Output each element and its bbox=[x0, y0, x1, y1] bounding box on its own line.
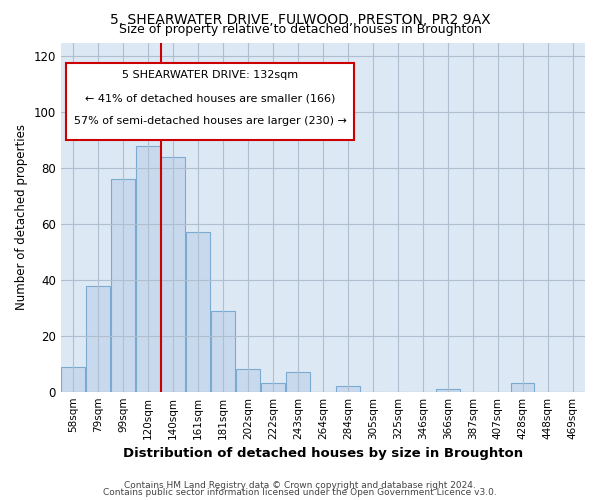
Bar bbox=[161, 157, 185, 392]
Text: 5 SHEARWATER DRIVE: 132sqm: 5 SHEARWATER DRIVE: 132sqm bbox=[122, 70, 298, 81]
Bar bbox=[136, 146, 160, 392]
Bar bbox=[436, 389, 460, 392]
Y-axis label: Number of detached properties: Number of detached properties bbox=[15, 124, 28, 310]
Bar bbox=[511, 384, 535, 392]
X-axis label: Distribution of detached houses by size in Broughton: Distribution of detached houses by size … bbox=[123, 447, 523, 460]
Text: Contains HM Land Registry data © Crown copyright and database right 2024.: Contains HM Land Registry data © Crown c… bbox=[124, 480, 476, 490]
FancyBboxPatch shape bbox=[66, 64, 355, 140]
Bar bbox=[336, 386, 360, 392]
Text: Size of property relative to detached houses in Broughton: Size of property relative to detached ho… bbox=[119, 22, 481, 36]
Text: 57% of semi-detached houses are larger (230) →: 57% of semi-detached houses are larger (… bbox=[74, 116, 347, 126]
Bar bbox=[61, 366, 85, 392]
Bar bbox=[186, 232, 210, 392]
Bar bbox=[286, 372, 310, 392]
Text: Contains public sector information licensed under the Open Government Licence v3: Contains public sector information licen… bbox=[103, 488, 497, 497]
Bar bbox=[112, 180, 135, 392]
Text: ← 41% of detached houses are smaller (166): ← 41% of detached houses are smaller (16… bbox=[85, 93, 335, 103]
Bar bbox=[236, 370, 260, 392]
Text: 5, SHEARWATER DRIVE, FULWOOD, PRESTON, PR2 9AX: 5, SHEARWATER DRIVE, FULWOOD, PRESTON, P… bbox=[110, 12, 490, 26]
Bar bbox=[211, 310, 235, 392]
Bar bbox=[86, 286, 110, 392]
Bar bbox=[261, 384, 285, 392]
